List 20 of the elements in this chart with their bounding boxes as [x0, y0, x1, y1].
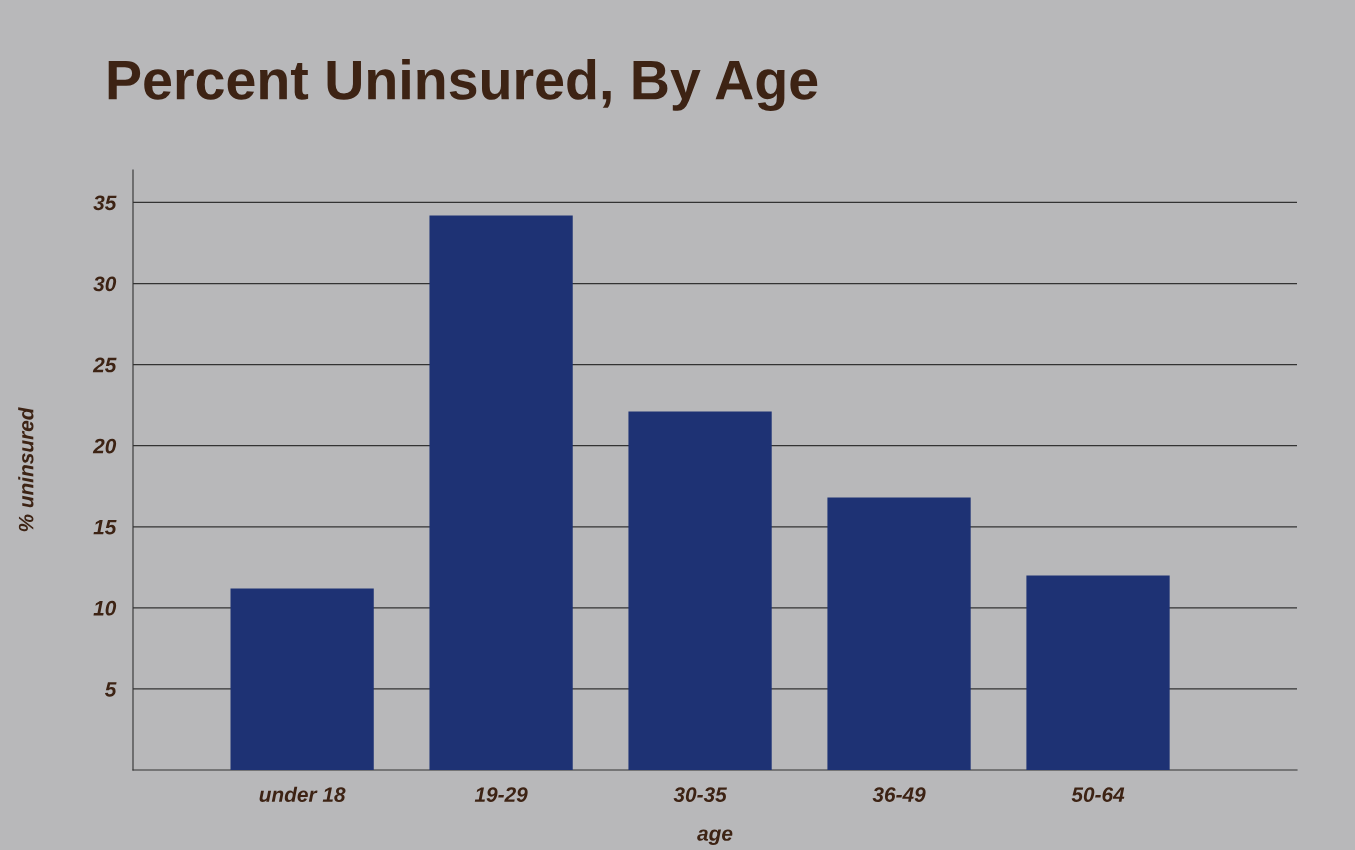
chart-title: Percent Uninsured, By Age	[108, 58, 818, 112]
y-tick-label: 10	[93, 600, 117, 616]
y-tick-label: 5	[104, 682, 117, 697]
x-tick-label: 50-64	[1071, 787, 1125, 802]
bar	[429, 215, 573, 770]
bar	[1026, 575, 1170, 770]
x-axis-title: age	[697, 829, 733, 845]
bar	[827, 497, 971, 770]
x-tick-label: 19-29	[474, 787, 528, 802]
y-tick-label: 30	[93, 276, 117, 292]
x-tick-label: under 18	[259, 786, 346, 802]
y-axis-title: % uninsured	[18, 407, 34, 532]
y-tick-label: 15	[93, 519, 117, 535]
bar	[628, 411, 772, 770]
x-tick-label: 36-49	[872, 787, 926, 802]
y-tick-label: 25	[92, 357, 117, 373]
y-tick-label: 35	[93, 195, 117, 211]
bar	[230, 588, 374, 770]
x-tick-label: 30-35	[673, 787, 727, 802]
y-tick-label: 20	[92, 438, 117, 454]
